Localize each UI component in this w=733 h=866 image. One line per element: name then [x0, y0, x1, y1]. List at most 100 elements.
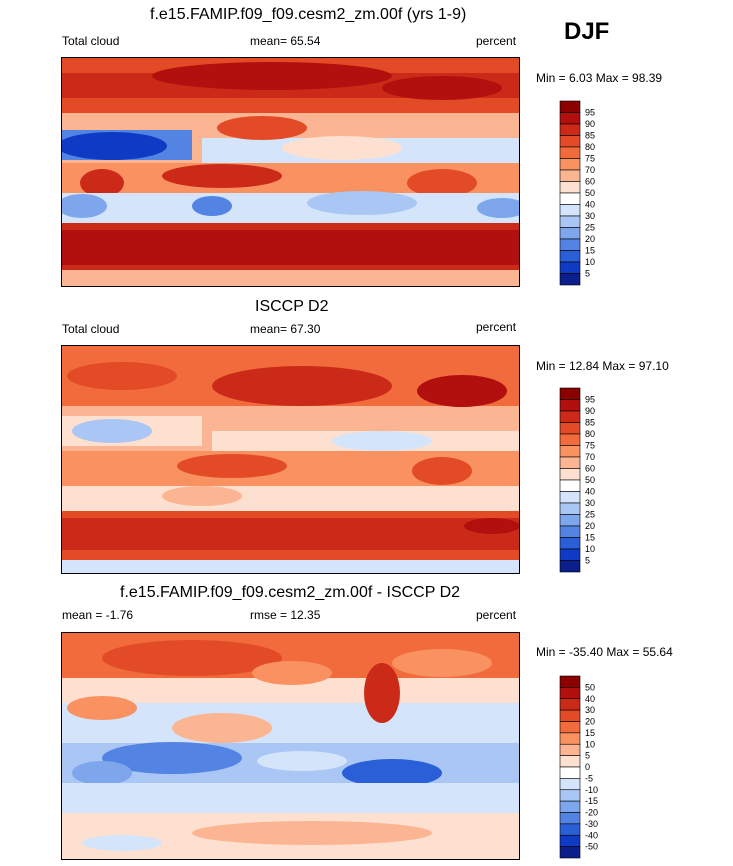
colorbar-swatch: [559, 732, 581, 745]
panel-1-minmax-label: Min = 6.03 Max = 98.39: [536, 71, 663, 85]
colorbar-swatch: [559, 502, 581, 515]
colorbar-tick-label: 5: [585, 556, 590, 566]
colorbar-swatch: [559, 261, 581, 274]
panel-2-title: ISCCP D2: [255, 298, 329, 315]
colorbar-tick-label: 90: [585, 406, 595, 416]
panel-1-variable-label: Total cloud: [62, 34, 120, 48]
colorbar-swatch: [559, 675, 581, 688]
colorbar-swatch: [559, 123, 581, 136]
season-label: DJF: [564, 18, 610, 45]
colorbar-tick-label: 80: [585, 142, 595, 152]
colorbar-swatch: [559, 192, 581, 205]
colorbar-swatch: [559, 410, 581, 423]
colorbar-swatch: [559, 514, 581, 527]
colorbar-swatch: [559, 422, 581, 435]
colorbar-swatch: [559, 146, 581, 159]
colorbar-tick-label: 25: [585, 223, 595, 233]
colorbar-tick-label: 40: [585, 200, 595, 210]
colorbar-swatch: [559, 387, 581, 400]
panel-3-mean-label: mean = -1.76: [62, 608, 134, 622]
colorbar-swatch: [559, 698, 581, 711]
colorbar-swatch: [559, 823, 581, 836]
panel-2-colorbar: 95 90 85 80 75 70 60 50 40 30 25 20 15 10 5: [559, 387, 620, 573]
panel-1-map-field: [62, 58, 519, 286]
colorbar-swatch: [559, 468, 581, 481]
colorbar-tick-label: 10: [585, 739, 595, 749]
colorbar-tick-label: -40: [585, 830, 598, 840]
colorbar-tick-label: 40: [585, 694, 595, 704]
colorbar-tick-label: 70: [585, 452, 595, 462]
colorbar-swatch: [559, 158, 581, 171]
colorbar-swatch: [559, 846, 581, 859]
colorbar-swatch: [559, 273, 581, 286]
colorbar-swatch: [559, 445, 581, 458]
colorbar-tick-label: 40: [585, 487, 595, 497]
colorbar-swatch: [559, 766, 581, 779]
panel-2-units-label: percent: [476, 320, 517, 334]
colorbar-swatch: [559, 537, 581, 550]
colorbar-tick-label: -5: [585, 773, 593, 783]
colorbar-tick-label: 85: [585, 131, 595, 141]
colorbar-tick-label: 60: [585, 177, 595, 187]
colorbar-tick-label: 95: [585, 395, 595, 405]
colorbar-tick-label: -50: [585, 842, 598, 852]
colorbar-swatch: [559, 721, 581, 734]
colorbar-swatch: [559, 548, 581, 561]
colorbar-swatch: [559, 456, 581, 469]
colorbar-swatch: [559, 755, 581, 768]
panel-2-minmax-label: Min = 12.84 Max = 97.10: [536, 359, 669, 373]
panel-3-units-label: percent: [476, 608, 517, 622]
colorbar-swatch: [559, 812, 581, 825]
panel-3-colorbar: 50 40 30 20 15 10 5 0 -5 -10 -15 -20 -30 -40 -50: [559, 675, 620, 859]
panel-1-title: f.e15.FAMIP.f09_f09.cesm2_zm.00f (yrs 1-…: [150, 6, 467, 23]
colorbar-swatch: [559, 743, 581, 756]
colorbar-tick-label: 0: [585, 762, 590, 772]
colorbar-tick-label: 50: [585, 475, 595, 485]
colorbar-tick-label: 60: [585, 464, 595, 474]
colorbar-swatch: [559, 479, 581, 492]
colorbar-swatch: [559, 525, 581, 538]
panel-1-units-label: percent: [476, 34, 517, 48]
colorbar-swatch: [559, 709, 581, 722]
colorbar-tick-label: 50: [585, 188, 595, 198]
colorbar-tick-label: 20: [585, 521, 595, 531]
colorbar-tick-label: 95: [585, 108, 595, 118]
colorbar-tick-label: 85: [585, 418, 595, 428]
colorbar-swatch: [559, 238, 581, 251]
colorbar-tick-label: 10: [585, 544, 595, 554]
colorbar-tick-label: 30: [585, 211, 595, 221]
colorbar-swatch: [559, 789, 581, 802]
colorbar-swatch: [559, 204, 581, 217]
colorbar-swatch: [559, 112, 581, 125]
panel-2-variable-label: Total cloud: [62, 322, 120, 336]
colorbar-tick-label: 70: [585, 165, 595, 175]
colorbar-swatch: [559, 491, 581, 504]
colorbar-tick-label: -15: [585, 796, 598, 806]
colorbar-swatch: [559, 227, 581, 240]
panel-3-title: f.e15.FAMIP.f09_f09.cesm2_zm.00f - ISCCP…: [120, 584, 461, 601]
colorbar-tick-label: 15: [585, 246, 595, 256]
colorbar-swatch: [559, 181, 581, 194]
panel-1-colorbar: 95 90 85 80 75 70 60 50 40 30 25 20 15 10 5: [559, 100, 620, 286]
panel-2-map-field: [62, 346, 519, 573]
panel-2-map: [61, 345, 520, 574]
panel-2-mean-label: mean= 67.30: [250, 322, 321, 336]
colorbar-tick-label: 5: [585, 269, 590, 279]
panel-3-map-field: [62, 633, 519, 859]
colorbar-tick-label: 5: [585, 751, 590, 761]
colorbar-swatch: [559, 399, 581, 412]
colorbar-tick-label: 30: [585, 498, 595, 508]
colorbar-swatch: [559, 834, 581, 847]
colorbar-swatch: [559, 215, 581, 228]
colorbar-tick-label: 50: [585, 682, 595, 692]
colorbar-tick-label: 90: [585, 119, 595, 129]
colorbar-swatch: [559, 135, 581, 148]
panel-1-mean-label: mean= 65.54: [250, 34, 321, 48]
colorbar-tick-label: -20: [585, 808, 598, 818]
colorbar-tick-label: 25: [585, 510, 595, 520]
colorbar-swatch: [559, 100, 581, 113]
colorbar-tick-label: 80: [585, 429, 595, 439]
panel-3-map: [61, 632, 520, 860]
colorbar-tick-label: 15: [585, 728, 595, 738]
panel-3-rmse-label: rmse = 12.35: [250, 608, 321, 622]
